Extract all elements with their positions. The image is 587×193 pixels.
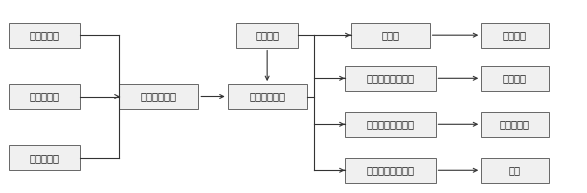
FancyBboxPatch shape — [9, 23, 80, 48]
FancyBboxPatch shape — [481, 158, 548, 183]
Text: 第三无线通信模块: 第三无线通信模块 — [366, 165, 414, 175]
FancyBboxPatch shape — [119, 84, 198, 109]
FancyBboxPatch shape — [481, 112, 548, 137]
FancyBboxPatch shape — [345, 158, 436, 183]
Text: 第一无线通信模块: 第一无线通信模块 — [366, 73, 414, 83]
Text: 空调: 空调 — [509, 165, 521, 175]
Text: 气敏传感器: 气敏传感器 — [29, 91, 60, 102]
Text: 温度传感器: 温度传感器 — [29, 153, 60, 163]
Text: 中央控制模块: 中央控制模块 — [249, 91, 285, 102]
Text: 第二无线通信模块: 第二无线通信模块 — [366, 119, 414, 129]
FancyBboxPatch shape — [237, 23, 298, 48]
FancyBboxPatch shape — [350, 23, 430, 48]
FancyBboxPatch shape — [481, 23, 548, 48]
Text: 主电机: 主电机 — [381, 30, 399, 40]
FancyBboxPatch shape — [345, 66, 436, 91]
FancyBboxPatch shape — [345, 112, 436, 137]
Text: 信号处理模块: 信号处理模块 — [141, 91, 177, 102]
Text: 电源模块: 电源模块 — [255, 30, 279, 40]
FancyBboxPatch shape — [228, 84, 306, 109]
Text: 空气净化器: 空气净化器 — [500, 119, 530, 129]
FancyBboxPatch shape — [481, 66, 548, 91]
FancyBboxPatch shape — [9, 84, 80, 109]
Text: 电动窗帘: 电动窗帘 — [503, 30, 527, 40]
Text: 无线终端: 无线终端 — [503, 73, 527, 83]
Text: 光敏传感器: 光敏传感器 — [29, 30, 60, 40]
FancyBboxPatch shape — [9, 145, 80, 170]
